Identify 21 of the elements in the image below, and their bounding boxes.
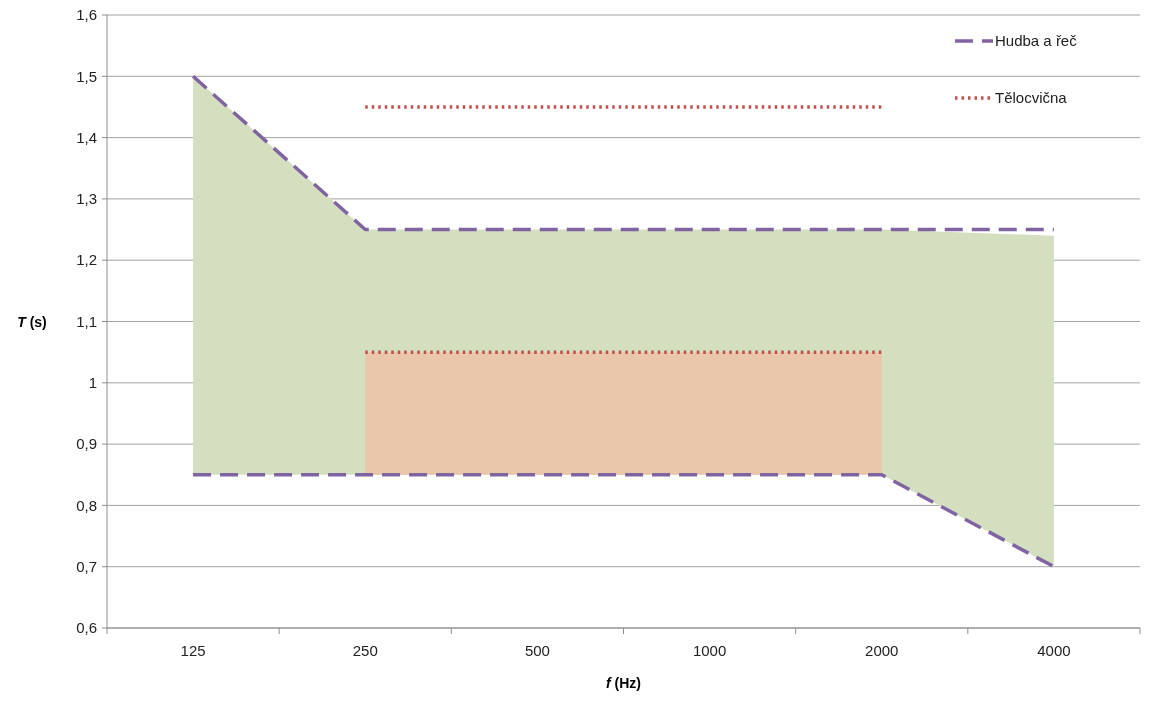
y-tick-label: 0,6 — [76, 619, 97, 637]
legend-label: Hudba a řeč — [995, 32, 1078, 50]
y-tick-label: 1,4 — [76, 128, 97, 146]
x-tick-label: 2000 — [865, 642, 899, 659]
y-tick-label: 1,3 — [76, 190, 97, 208]
x-tick-label: 500 — [524, 642, 550, 659]
x-tick-label: 1000 — [692, 642, 727, 659]
x-tick-label: 125 — [180, 642, 206, 659]
y-tick-label: 0,9 — [76, 435, 97, 453]
x-tick-label: 250 — [352, 642, 378, 659]
x-tick-label: 4000 — [1037, 642, 1071, 659]
y-tick-label: 1,1 — [76, 312, 97, 330]
y-axis-title: T (s) — [17, 313, 47, 330]
y-tick-label: 1,6 — [76, 6, 97, 24]
y-tick-label: 0,8 — [76, 496, 97, 514]
y-tick-label: 1 — [88, 374, 97, 392]
y-tick-label: 1,5 — [76, 67, 97, 85]
legend-label: Tělocvična — [995, 89, 1068, 107]
y-tick-label: 1,2 — [76, 251, 97, 269]
y-tick-label: 0,7 — [76, 557, 97, 575]
x-axis-title: f (Hz) — [606, 675, 641, 691]
